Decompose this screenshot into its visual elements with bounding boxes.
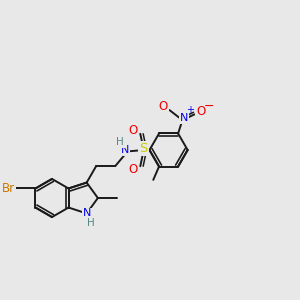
Text: N: N [82, 208, 91, 218]
Text: O: O [128, 124, 138, 137]
Text: O: O [128, 163, 138, 176]
Text: S: S [140, 142, 148, 155]
Text: Br: Br [2, 182, 15, 195]
Text: H: H [87, 218, 95, 228]
Text: O: O [158, 100, 168, 113]
Text: N: N [121, 145, 129, 155]
Text: H: H [116, 137, 124, 147]
Text: O: O [196, 105, 206, 118]
Text: −: − [204, 100, 214, 113]
Text: +: + [187, 105, 194, 115]
Text: N: N [180, 113, 188, 123]
